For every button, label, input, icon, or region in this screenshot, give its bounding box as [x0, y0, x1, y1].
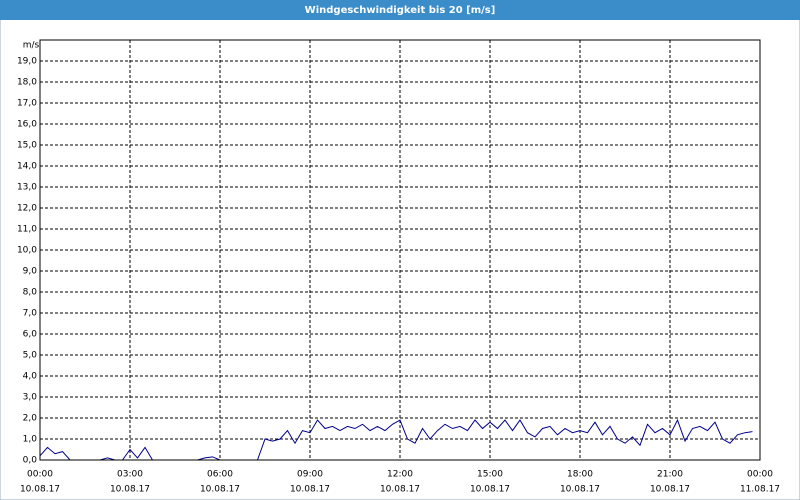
- y-tick-label: 6,0: [23, 330, 38, 340]
- x-tick-date: 10.08.17: [470, 485, 510, 495]
- plot-frame: [39, 39, 761, 461]
- y-tick-label: 19,0: [17, 57, 37, 67]
- x-tick-label: 06:00: [207, 470, 233, 480]
- y-axis-label: m/s: [23, 41, 40, 51]
- y-tick-label: 16,0: [17, 120, 37, 130]
- x-tick-label: 00:00: [27, 470, 53, 480]
- y-tick-label: 3,0: [23, 393, 38, 403]
- x-tick-label: 12:00: [387, 470, 413, 480]
- x-tick-date: 10.08.17: [650, 485, 690, 495]
- title-bar: [0, 0, 800, 20]
- x-tick-date: 10.08.17: [200, 485, 240, 495]
- y-tick-label: 1,0: [23, 435, 38, 445]
- y-tick-label: 17,0: [17, 99, 37, 109]
- y-tick-label: 14,0: [17, 162, 37, 172]
- y-tick-label: 11,0: [17, 225, 37, 235]
- y-tick-label: 4,0: [23, 372, 38, 382]
- y-tick-label: 5,0: [23, 351, 38, 361]
- x-tick-date: 10.08.17: [380, 485, 420, 495]
- x-tick-date: 10.08.17: [110, 485, 150, 495]
- x-tick-date: 10.08.17: [560, 485, 600, 495]
- x-tick-label: 18:00: [567, 470, 593, 480]
- y-tick-label: 7,0: [23, 309, 38, 319]
- x-tick-date: 11.08.17: [740, 485, 780, 495]
- x-tick-label: 21:00: [657, 470, 683, 480]
- x-tick-label: 09:00: [297, 470, 323, 480]
- x-tick-date: 10.08.17: [20, 485, 60, 495]
- x-tick-label: 00:00: [747, 470, 773, 480]
- y-tick-label: 12,0: [17, 204, 37, 214]
- y-tick-label: 13,0: [17, 183, 37, 193]
- x-tick-label: 03:00: [117, 470, 143, 480]
- grid: [39, 40, 761, 461]
- chart-title: Windgeschwindigkeit bis 20 [m/s]: [305, 5, 496, 16]
- y-tick-label: 18,0: [17, 78, 37, 88]
- y-tick-label: 0,0: [23, 456, 38, 466]
- y-tick-label: 8,0: [23, 288, 38, 298]
- y-tick-label: 10,0: [17, 246, 37, 256]
- x-tick-date: 10.08.17: [290, 485, 330, 495]
- y-tick-label: 15,0: [17, 141, 37, 151]
- y-tick-label: 2,0: [23, 414, 38, 424]
- x-tick-label: 15:00: [477, 470, 503, 480]
- y-tick-label: 9,0: [23, 267, 38, 277]
